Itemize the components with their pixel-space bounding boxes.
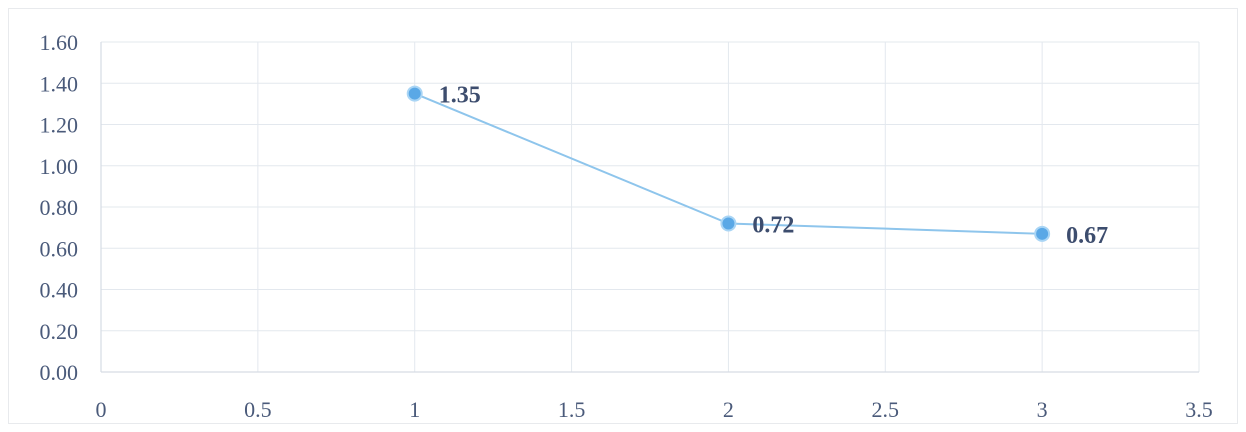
x-tick-labels: 0 0.5 1 1.5 2 2.5 3 3.5 bbox=[96, 397, 1213, 422]
x-tick-label: 1 bbox=[409, 397, 420, 422]
data-label: 1.35 bbox=[439, 83, 481, 109]
y-tick-label: 1.20 bbox=[40, 113, 79, 138]
series-group bbox=[406, 85, 1051, 242]
x-tick-label: 2 bbox=[723, 397, 734, 422]
axes bbox=[100, 42, 1199, 373]
y-tick-labels: 0.00 0.20 0.40 0.60 0.80 1.00 1.20 1.40 1.60 bbox=[40, 30, 79, 385]
grid bbox=[101, 41, 1200, 372]
x-tick-label: 0.5 bbox=[244, 397, 272, 422]
y-tick-label: 0.20 bbox=[40, 319, 79, 344]
x-tick-label: 3.5 bbox=[1185, 397, 1213, 422]
y-tick-label: 0.60 bbox=[40, 236, 79, 261]
y-tick-label: 0.40 bbox=[40, 278, 79, 303]
data-labels: 1.35 0.72 0.67 bbox=[439, 83, 1108, 249]
y-tick-label: 0.00 bbox=[40, 360, 79, 385]
x-tick-label: 2.5 bbox=[872, 397, 900, 422]
data-point bbox=[406, 85, 423, 102]
y-tick-label: 1.00 bbox=[40, 154, 79, 179]
data-label: 0.72 bbox=[752, 213, 794, 239]
data-label: 0.67 bbox=[1066, 223, 1108, 249]
data-point bbox=[720, 215, 737, 232]
chart-frame bbox=[8, 8, 1238, 424]
x-tick-label: 0 bbox=[96, 397, 107, 422]
data-point bbox=[1034, 225, 1051, 242]
x-tick-label: 3 bbox=[1037, 397, 1048, 422]
y-tick-label: 0.80 bbox=[40, 195, 79, 220]
x-tick-label: 1.5 bbox=[558, 397, 586, 422]
y-tick-label: 1.40 bbox=[40, 71, 79, 96]
y-tick-label: 1.60 bbox=[40, 30, 79, 55]
